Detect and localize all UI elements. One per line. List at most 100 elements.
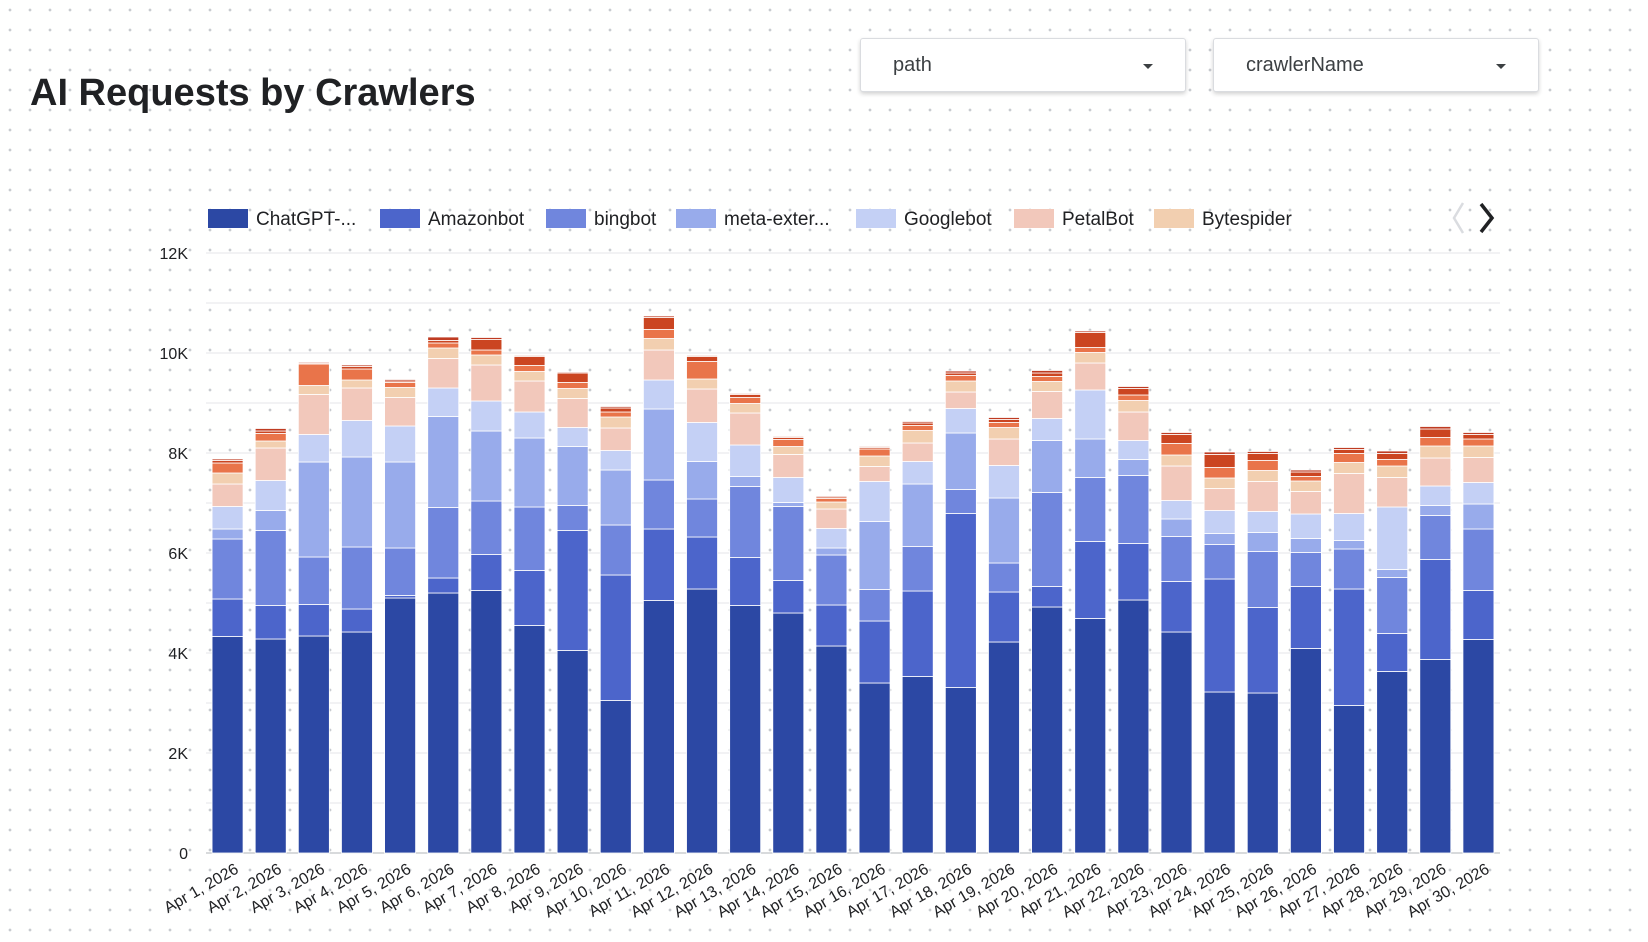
bar-segment bbox=[1462, 438, 1495, 447]
bar-segment bbox=[1290, 491, 1322, 515]
bar-segment bbox=[297, 385, 330, 395]
bar-segment bbox=[729, 393, 762, 395]
bar-segment bbox=[1031, 372, 1063, 377]
bar-segment bbox=[944, 489, 977, 514]
bar-segment bbox=[556, 382, 589, 389]
bar-segment bbox=[1376, 671, 1409, 854]
bar-segment bbox=[643, 600, 675, 854]
bar-segment bbox=[1031, 376, 1063, 382]
bar-segment bbox=[772, 439, 805, 447]
bar-segment bbox=[1376, 506, 1409, 570]
bar-segment bbox=[254, 433, 287, 442]
y-tick-label: 8K bbox=[168, 446, 188, 463]
bar-segment bbox=[1333, 462, 1365, 474]
bar-segment bbox=[513, 625, 546, 854]
bar-segment bbox=[211, 528, 244, 540]
chevron-right-icon[interactable] bbox=[1479, 202, 1495, 234]
bar-segment bbox=[1074, 541, 1107, 619]
bar-segment bbox=[815, 645, 848, 854]
bar-segment bbox=[1160, 443, 1193, 456]
bar-segment bbox=[815, 508, 848, 529]
bar-segment bbox=[513, 570, 546, 626]
bar-segment bbox=[1160, 465, 1193, 501]
bar-segment bbox=[599, 450, 632, 471]
bar-segment bbox=[1246, 481, 1279, 512]
bar-segment bbox=[556, 427, 589, 447]
bar-segment bbox=[1203, 467, 1236, 479]
bar-segment bbox=[1246, 451, 1279, 454]
bar-segment bbox=[858, 620, 891, 684]
y-tick-label: 4K bbox=[168, 646, 188, 663]
bar-segment bbox=[427, 592, 460, 854]
bar-segment bbox=[254, 440, 287, 449]
bar-segment bbox=[729, 476, 762, 487]
crawler-filter-dropdown[interactable]: crawlerName bbox=[1213, 38, 1539, 92]
legend-label: meta-exter... bbox=[724, 209, 830, 230]
bar-segment bbox=[556, 530, 589, 651]
bar-segment bbox=[1031, 492, 1063, 587]
legend-label: PetalBot bbox=[1062, 209, 1135, 230]
bar-segment bbox=[643, 479, 675, 530]
bar-segment bbox=[254, 510, 287, 531]
bar-segment bbox=[384, 425, 417, 463]
y-tick-label: 10K bbox=[160, 346, 189, 363]
bar-segment bbox=[686, 356, 718, 362]
bar-segment bbox=[211, 538, 244, 600]
bar-segment bbox=[1333, 513, 1365, 541]
crawler-filter-label: crawlerName bbox=[1246, 54, 1364, 76]
bar-segment bbox=[1074, 618, 1107, 854]
legend-swatch bbox=[856, 209, 896, 228]
y-tick-label: 12K bbox=[160, 246, 189, 263]
bar-segment bbox=[815, 554, 848, 606]
bar-segment bbox=[901, 421, 934, 424]
bar-segment bbox=[988, 641, 1020, 854]
bar-segment bbox=[643, 317, 675, 330]
bar-segment bbox=[729, 397, 762, 404]
bar-segment bbox=[1290, 476, 1322, 482]
bar-segment bbox=[1074, 352, 1107, 364]
bar-segment bbox=[384, 382, 417, 388]
bar-segment bbox=[901, 442, 934, 462]
gridlines bbox=[206, 252, 1500, 854]
bar-segment bbox=[513, 437, 546, 508]
bar-segment bbox=[254, 447, 287, 481]
bar-segment bbox=[1419, 485, 1452, 506]
bar-segment bbox=[341, 456, 373, 548]
bar-segment bbox=[1246, 692, 1279, 854]
bar-segment bbox=[901, 546, 934, 592]
bar-segment bbox=[1203, 488, 1236, 511]
bar-segment bbox=[513, 355, 546, 357]
bar-segment bbox=[1376, 569, 1409, 578]
bar-segment bbox=[1074, 389, 1107, 440]
bar-segment bbox=[944, 687, 977, 854]
bar-segment bbox=[427, 416, 460, 508]
bar-segment bbox=[211, 462, 244, 474]
bar-segment bbox=[772, 502, 805, 507]
legend-swatch bbox=[380, 209, 420, 228]
bar-segment bbox=[1419, 457, 1452, 487]
bar-segment bbox=[384, 461, 417, 549]
bar-segment bbox=[1333, 705, 1365, 854]
bar-segment bbox=[772, 446, 805, 455]
bar-segment bbox=[513, 356, 546, 366]
legend-swatch bbox=[208, 209, 248, 228]
bar-segment bbox=[1031, 606, 1063, 854]
bar-segment bbox=[1117, 386, 1150, 389]
bar-segment bbox=[988, 419, 1020, 423]
bar-segment bbox=[1074, 332, 1107, 348]
bar-segment bbox=[513, 506, 546, 571]
bar-segment bbox=[686, 498, 718, 538]
bar-segment bbox=[686, 422, 718, 462]
bar-segment bbox=[513, 380, 546, 413]
bar-segment bbox=[858, 589, 891, 622]
chevron-left-icon[interactable] bbox=[1452, 202, 1465, 234]
bar-segment bbox=[1160, 518, 1193, 537]
path-filter-dropdown[interactable]: path bbox=[860, 38, 1186, 92]
bar-segment bbox=[1462, 434, 1495, 440]
bar-segment bbox=[1290, 648, 1322, 854]
bar-segment bbox=[470, 554, 503, 591]
bar-segment bbox=[599, 524, 632, 576]
legend-nav bbox=[1452, 202, 1495, 234]
bar-segment bbox=[1203, 510, 1236, 534]
bar-segment bbox=[556, 446, 589, 506]
